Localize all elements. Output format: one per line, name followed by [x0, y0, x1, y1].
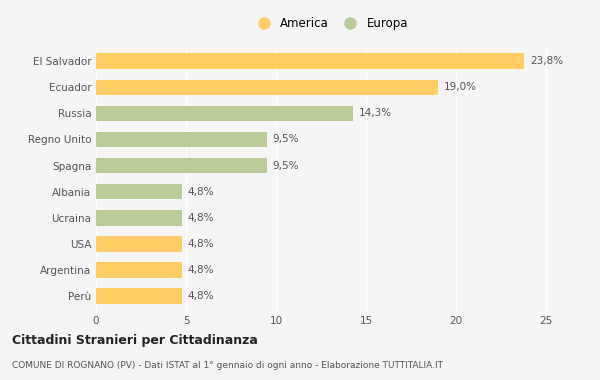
- Bar: [96, 262, 182, 278]
- Text: 19,0%: 19,0%: [443, 82, 476, 92]
- Text: COMUNE DI ROGNANO (PV) - Dati ISTAT al 1° gennaio di ogni anno - Elaborazione TU: COMUNE DI ROGNANO (PV) - Dati ISTAT al 1…: [12, 361, 443, 370]
- Text: 23,8%: 23,8%: [530, 56, 563, 66]
- Text: 4,8%: 4,8%: [188, 239, 214, 249]
- Text: 4,8%: 4,8%: [188, 265, 214, 275]
- Bar: [96, 158, 267, 173]
- Text: 14,3%: 14,3%: [359, 108, 392, 119]
- Text: 4,8%: 4,8%: [188, 213, 214, 223]
- Bar: [96, 288, 182, 304]
- Text: 9,5%: 9,5%: [272, 161, 299, 171]
- Bar: [96, 54, 524, 69]
- Legend: America, Europa: America, Europa: [247, 12, 413, 34]
- Bar: [96, 236, 182, 252]
- Bar: [96, 106, 353, 121]
- Bar: [96, 184, 182, 200]
- Bar: [96, 131, 267, 147]
- Text: Cittadini Stranieri per Cittadinanza: Cittadini Stranieri per Cittadinanza: [12, 334, 258, 347]
- Text: 4,8%: 4,8%: [188, 291, 214, 301]
- Bar: [96, 210, 182, 226]
- Text: 9,5%: 9,5%: [272, 135, 299, 144]
- Text: 4,8%: 4,8%: [188, 187, 214, 196]
- Bar: [96, 79, 438, 95]
